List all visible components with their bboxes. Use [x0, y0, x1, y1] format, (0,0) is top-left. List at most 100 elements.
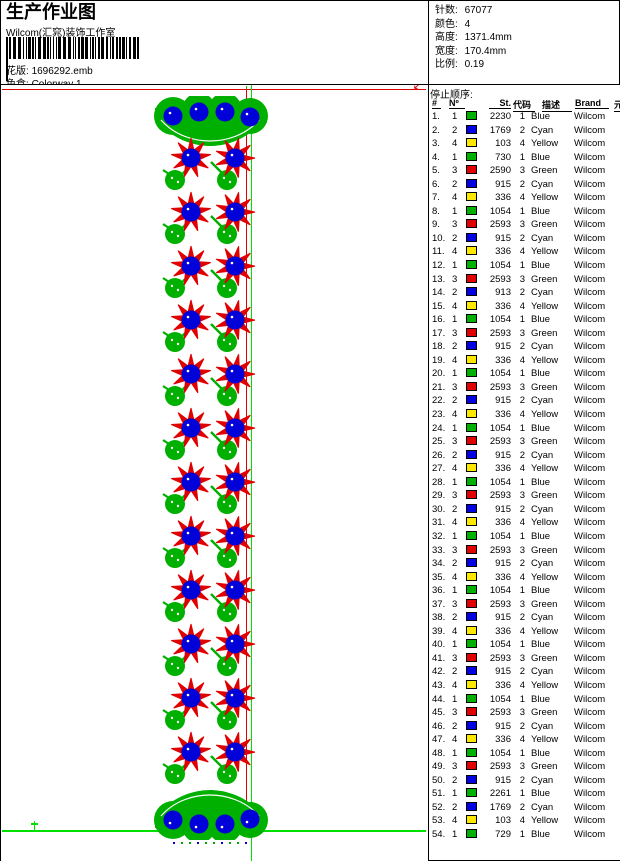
- row-number: 3: [452, 761, 458, 773]
- table-row[interactable]: 15. 4 336 4 Yellow Wilcom: [429, 300, 620, 315]
- table-row[interactable]: 35. 4 336 4 Yellow Wilcom: [429, 571, 620, 586]
- table-row[interactable]: 33. 3 2593 3 Green Wilcom: [429, 544, 620, 559]
- table-row[interactable]: 44. 1 1054 1 Blue Wilcom: [429, 693, 620, 708]
- header-left-panel: 生产作业图 Wilcom(汇窕)装饰工作室 花版: 1696292.emb 色倉…: [1, 1, 429, 90]
- table-row[interactable]: 46. 2 915 2 Cyan Wilcom: [429, 720, 620, 735]
- barcode-bar: [98, 37, 100, 59]
- table-row[interactable]: 18. 2 915 2 Cyan Wilcom: [429, 341, 620, 355]
- row-number: 2: [452, 666, 458, 678]
- row-number: 4: [452, 354, 458, 366]
- table-row[interactable]: 45. 3 2593 3 Green Wilcom: [429, 707, 620, 721]
- row-stitches: 730: [495, 151, 511, 163]
- table-row[interactable]: 21. 3 2593 3 Green Wilcom: [429, 381, 620, 396]
- table-row[interactable]: 27. 4 336 4 Yellow Wilcom: [429, 463, 620, 477]
- design-motif-band: [151, 137, 269, 194]
- table-row[interactable]: 30. 2 915 2 Cyan Wilcom: [429, 503, 620, 518]
- table-row[interactable]: 53. 4 103 4 Yellow Wilcom: [429, 815, 620, 829]
- row-index: 22.: [432, 395, 446, 407]
- table-row[interactable]: 17. 3 2593 3 Green Wilcom: [429, 327, 620, 342]
- table-row[interactable]: 12. 1 1054 1 Blue Wilcom: [429, 260, 620, 274]
- table-row[interactable]: 20. 1 1054 1 Blue Wilcom: [429, 368, 620, 382]
- table-row[interactable]: 40. 1 1054 1 Blue Wilcom: [429, 639, 620, 653]
- table-row[interactable]: 24. 1 1054 1 Blue Wilcom: [429, 422, 620, 437]
- color-swatch: [466, 666, 477, 676]
- table-row[interactable]: 43. 4 336 4 Yellow Wilcom: [429, 679, 620, 694]
- barcode-bar: [6, 59, 8, 81]
- table-row[interactable]: 54. 1 729 1 Blue Wilcom: [429, 828, 620, 843]
- row-index: 26.: [432, 449, 446, 461]
- table-row[interactable]: 48. 1 1054 1 Blue Wilcom: [429, 747, 620, 762]
- color-swatch: [466, 652, 477, 662]
- row-description: Blue: [531, 368, 551, 380]
- table-row[interactable]: 28. 1 1054 1 Blue Wilcom: [429, 476, 620, 491]
- table-row[interactable]: 51. 1 2261 1 Blue Wilcom: [429, 788, 620, 802]
- barcode-bar: [23, 37, 24, 59]
- table-row[interactable]: 32. 1 1054 1 Blue Wilcom: [429, 530, 620, 545]
- row-code: 2: [519, 449, 525, 461]
- row-description: Blue: [531, 205, 551, 217]
- table-row[interactable]: 22. 2 915 2 Cyan Wilcom: [429, 395, 620, 409]
- row-number: 4: [452, 300, 458, 312]
- table-row[interactable]: 25. 3 2593 3 Green Wilcom: [429, 436, 620, 450]
- table-row[interactable]: 9. 3 2593 3 Green Wilcom: [429, 219, 620, 233]
- table-row[interactable]: 26. 2 915 2 Cyan Wilcom: [429, 449, 620, 464]
- table-row[interactable]: 49. 3 2593 3 Green Wilcom: [429, 761, 620, 775]
- table-row[interactable]: 42. 2 915 2 Cyan Wilcom: [429, 666, 620, 680]
- table-row[interactable]: 1. 1 2230 1 Blue Wilcom: [429, 111, 620, 125]
- barcode-bar: [119, 37, 121, 59]
- table-row[interactable]: 13. 3 2593 3 Green Wilcom: [429, 273, 620, 288]
- table-row[interactable]: 37. 3 2593 3 Green Wilcom: [429, 598, 620, 613]
- row-number: 3: [452, 327, 458, 339]
- row-index: 53.: [432, 815, 446, 827]
- table-row[interactable]: 14. 2 913 2 Cyan Wilcom: [429, 287, 620, 301]
- row-stitches: 915: [495, 232, 511, 244]
- color-swatch: [466, 530, 477, 540]
- table-row[interactable]: 36. 1 1054 1 Blue Wilcom: [429, 585, 620, 599]
- row-stitches: 2230: [489, 111, 511, 122]
- table-row[interactable]: 47. 4 336 4 Yellow Wilcom: [429, 734, 620, 748]
- table-row[interactable]: 31. 4 336 4 Yellow Wilcom: [429, 517, 620, 531]
- barcode-bar: [112, 37, 114, 59]
- table-row[interactable]: 8. 1 1054 1 Blue Wilcom: [429, 205, 620, 220]
- table-row[interactable]: 52. 2 1769 2 Cyan Wilcom: [429, 801, 620, 816]
- row-number: 2: [452, 395, 458, 407]
- colors-value: 4: [464, 18, 471, 30]
- table-row[interactable]: 5. 3 2590 3 Green Wilcom: [429, 165, 620, 179]
- row-code: 4: [519, 354, 525, 366]
- row-stitches: 915: [495, 341, 511, 353]
- row-code: 1: [519, 368, 525, 380]
- barcode-bar: [110, 37, 111, 59]
- row-number: 1: [452, 693, 458, 705]
- table-row[interactable]: 34. 2 915 2 Cyan Wilcom: [429, 558, 620, 572]
- table-row[interactable]: 11. 4 336 4 Yellow Wilcom: [429, 246, 620, 260]
- table-row[interactable]: 3. 4 103 4 Yellow Wilcom: [429, 138, 620, 152]
- table-row[interactable]: 6. 2 915 2 Cyan Wilcom: [429, 178, 620, 193]
- table-row[interactable]: 19. 4 336 4 Yellow Wilcom: [429, 354, 620, 369]
- table-row[interactable]: 39. 4 336 4 Yellow Wilcom: [429, 625, 620, 640]
- row-brand: Wilcom: [574, 801, 606, 813]
- color-swatch: [466, 138, 477, 148]
- table-row[interactable]: 41. 3 2593 3 Green Wilcom: [429, 652, 620, 667]
- table-row[interactable]: 2. 2 1769 2 Cyan Wilcom: [429, 124, 620, 139]
- row-index: 50.: [432, 774, 446, 786]
- table-row[interactable]: 16. 1 1054 1 Blue Wilcom: [429, 314, 620, 328]
- color-swatch: [466, 205, 477, 215]
- row-code: 2: [519, 395, 525, 407]
- table-row[interactable]: 10. 2 915 2 Cyan Wilcom: [429, 232, 620, 247]
- row-stitches: 1054: [489, 585, 511, 597]
- table-row[interactable]: 50. 2 915 2 Cyan Wilcom: [429, 774, 620, 789]
- table-row[interactable]: 7. 4 336 4 Yellow Wilcom: [429, 192, 620, 206]
- design-motif-band: [151, 515, 269, 572]
- table-row[interactable]: 4. 1 730 1 Blue Wilcom: [429, 151, 620, 166]
- row-stitches: 915: [495, 449, 511, 461]
- row-stitches: 2593: [489, 436, 511, 448]
- table-body: 1. 1 2230 1 Blue Wilcom 2. 2 1769 2 Cyan Wilcom 3. 4 1…: [429, 111, 620, 843]
- row-description: Green: [531, 598, 558, 610]
- table-row[interactable]: 29. 3 2593 3 Green Wilcom: [429, 490, 620, 504]
- table-row[interactable]: 23. 4 336 4 Yellow Wilcom: [429, 409, 620, 423]
- row-stitches: 2593: [489, 273, 511, 285]
- table-row[interactable]: 38. 2 915 2 Cyan Wilcom: [429, 612, 620, 626]
- row-code: 4: [519, 625, 525, 637]
- row-code: 4: [519, 192, 525, 204]
